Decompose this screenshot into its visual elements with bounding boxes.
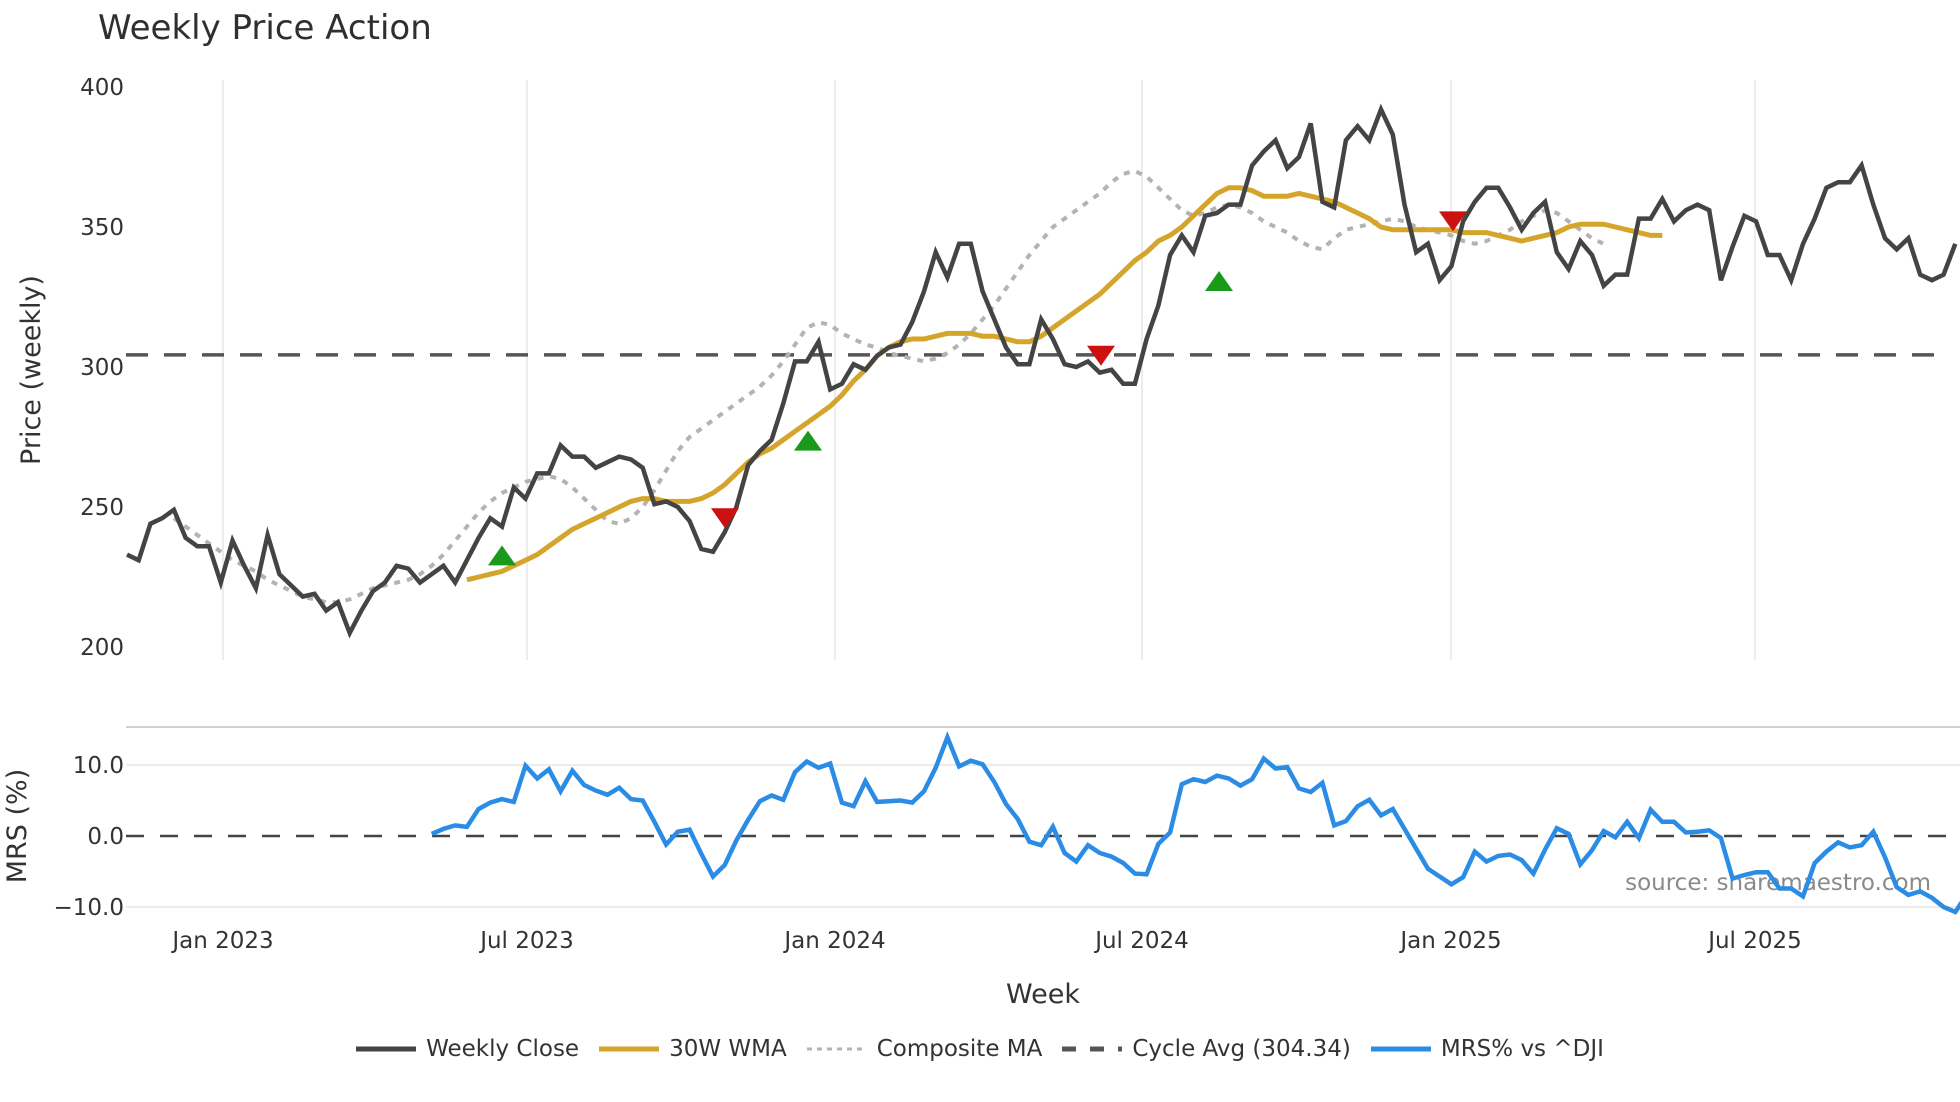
x-tick-label: Jan 2025 <box>1398 928 1501 954</box>
sell-signal-marker <box>1087 345 1115 366</box>
legend-swatch-icon <box>1370 1037 1431 1061</box>
legend-label: Cycle Avg (304.34) <box>1132 1036 1351 1062</box>
price-y-axis-title: Price (weekly) <box>16 275 47 465</box>
legend-item[interactable]: Weekly Close <box>356 1036 579 1062</box>
legend-label: 30W WMA <box>669 1036 787 1062</box>
x-tick-label: Jul 2023 <box>478 928 574 954</box>
price-y-tick-label: 200 <box>80 635 124 661</box>
x-tick-label: Jan 2024 <box>782 928 885 954</box>
mrs-line <box>430 731 1960 915</box>
price-y-tick-label: 400 <box>80 75 124 101</box>
legend-label: MRS% vs ^DJI <box>1440 1036 1604 1062</box>
wma-30w-line <box>466 185 1663 583</box>
mrs-y-tick-label: 10.0 <box>73 753 124 779</box>
legend-item[interactable]: Cycle Avg (304.34) <box>1062 1036 1351 1062</box>
legend-label: Weekly Close <box>426 1036 580 1062</box>
mrs-y-tick-label: 0.0 <box>87 824 124 850</box>
price-y-axis: 200 250 300 350 400 <box>80 75 124 661</box>
buy-signal-marker <box>1205 271 1233 291</box>
buy-signal-marker <box>488 545 516 566</box>
legend-item[interactable]: Composite MA <box>806 1036 1043 1062</box>
legend-item[interactable]: 30W WMA <box>599 1036 787 1062</box>
weekly-close-line <box>126 103 1958 639</box>
price-y-tick-label: 350 <box>80 215 124 241</box>
composite-ma-line <box>172 168 1605 605</box>
legend-swatch-icon <box>599 1037 660 1061</box>
buy-signal-marker <box>794 430 822 451</box>
x-axis: Jan 2023 Jul 2023 Jan 2024 Jul 2024 Jan 2025… <box>170 928 1801 954</box>
mrs-gridlines <box>126 764 1960 908</box>
chart-title: Weekly Price Action <box>98 8 432 48</box>
x-tick-label: Jul 2024 <box>1093 928 1189 954</box>
x-tick-label: Jan 2023 <box>170 928 273 954</box>
sell-signal-marker <box>1439 211 1467 232</box>
legend-swatch-icon <box>356 1037 417 1061</box>
legend-item[interactable]: MRS% vs ^DJI <box>1370 1036 1604 1062</box>
sell-signal-marker <box>711 508 739 529</box>
price-y-tick-label: 300 <box>80 355 124 381</box>
legend-label: Composite MA <box>876 1036 1043 1062</box>
mrs-y-axis-title: MRS (%) <box>2 769 33 884</box>
price-y-tick-label: 250 <box>80 495 124 521</box>
legend: Weekly Close 30W WMA Composite MA Cycle Avg… <box>0 1036 1960 1062</box>
mrs-y-tick-label: −10.0 <box>54 895 124 921</box>
legend-swatch-icon <box>1062 1037 1123 1061</box>
mrs-y-axis: −10.0 0.0 10.0 <box>54 753 124 921</box>
legend-swatch-icon <box>806 1037 867 1061</box>
x-axis-title: Week <box>1006 979 1080 1010</box>
price-gridlines <box>222 80 1756 660</box>
signal-markers <box>488 211 1467 566</box>
x-tick-label: Jul 2025 <box>1706 928 1802 954</box>
